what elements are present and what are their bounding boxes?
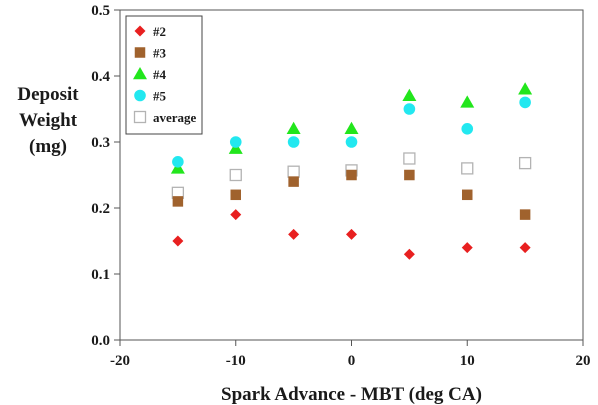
data-point xyxy=(346,228,357,240)
x-tick-label: 0 xyxy=(348,353,356,369)
y-tick-label: 0.4 xyxy=(91,69,110,85)
data-point xyxy=(403,103,416,115)
y-tick-label: 0.1 xyxy=(91,267,110,283)
data-point xyxy=(344,121,359,135)
data-point xyxy=(287,165,300,178)
data-point xyxy=(519,242,531,254)
y-axis-title-line: Deposit xyxy=(17,84,79,105)
y-tick-label: 0.0 xyxy=(91,333,110,349)
legend-label: #2 xyxy=(153,24,166,39)
legend-label: #3 xyxy=(153,46,167,61)
x-tick-label: -20 xyxy=(110,353,130,369)
data-point xyxy=(461,242,473,254)
legend-marker xyxy=(133,110,147,124)
data-point xyxy=(403,152,416,165)
y-tick-label: 0.5 xyxy=(91,3,110,19)
y-tick-label: 0.3 xyxy=(91,135,110,151)
data-point xyxy=(172,196,184,207)
data-point xyxy=(230,209,242,221)
data-point xyxy=(287,136,300,148)
data-point xyxy=(462,189,473,201)
data-point xyxy=(460,95,475,108)
labels-layer: 0.0 0.1 0.2 0.3 0.4 0.5 -20 -10 0 10 20 Spark Advan… xyxy=(17,3,590,405)
data-point xyxy=(230,189,241,201)
data-point xyxy=(288,176,299,187)
legend-marker xyxy=(133,67,147,80)
x-tick-label: -10 xyxy=(226,353,246,369)
data-point xyxy=(461,162,474,175)
data-point xyxy=(172,235,184,247)
legend: #2 #3 #4 #5 average xyxy=(125,15,203,135)
x-tick-label: 10 xyxy=(460,353,475,369)
legend-marker xyxy=(134,47,146,58)
data-point xyxy=(172,156,184,168)
legend-label: #4 xyxy=(153,67,167,82)
data-point xyxy=(518,156,532,170)
y-axis-title-line: (mg) xyxy=(29,136,67,157)
data-point xyxy=(346,169,357,181)
y-axis-title-line: Weight xyxy=(19,110,78,131)
data-point xyxy=(461,123,474,135)
data-point xyxy=(404,169,415,181)
legend-marker xyxy=(134,25,146,37)
data-point xyxy=(519,209,531,220)
legend-label: #5 xyxy=(153,89,167,104)
data-point xyxy=(402,88,417,102)
legend-marker xyxy=(134,89,146,102)
data-point xyxy=(286,121,301,135)
axes-layer xyxy=(114,9,584,346)
data-point xyxy=(229,136,242,148)
marks-layer xyxy=(170,82,533,260)
data-point xyxy=(288,228,300,240)
data-point xyxy=(345,136,358,148)
x-tick-label: 20 xyxy=(576,353,591,369)
legend-label: average xyxy=(153,110,197,125)
data-point xyxy=(229,168,242,182)
y-tick-label: 0.2 xyxy=(91,201,110,217)
data-point xyxy=(519,96,531,109)
data-point xyxy=(518,82,533,95)
x-axis-title: Spark Advance - MBT (deg CA) xyxy=(221,384,482,405)
data-point xyxy=(403,248,415,260)
